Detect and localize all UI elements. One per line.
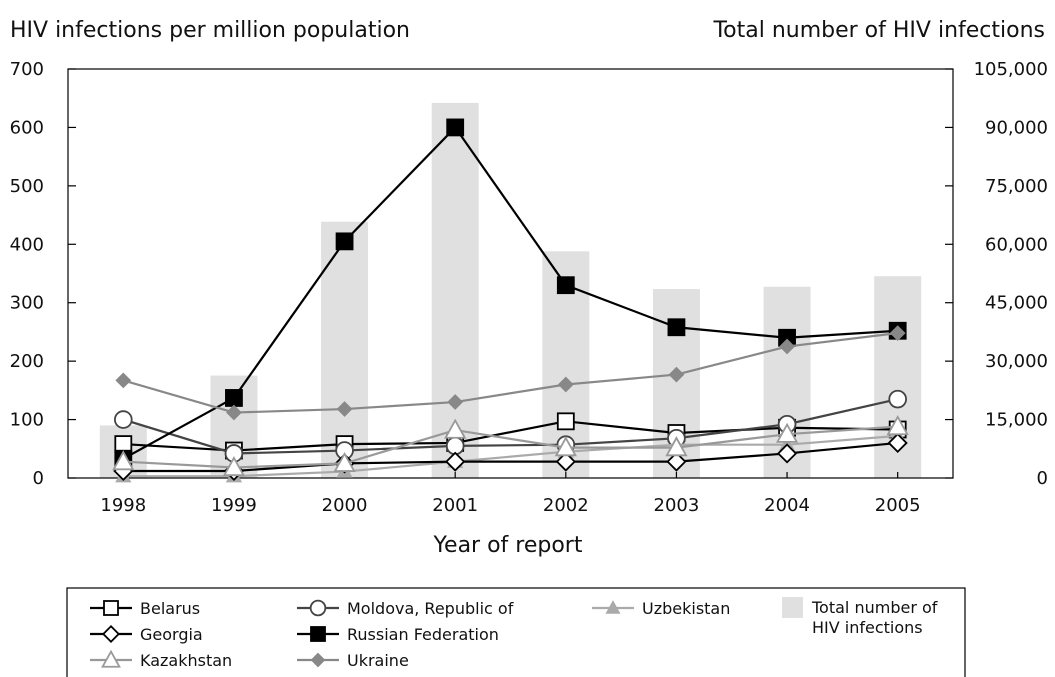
point-ukraine-1999 [226,404,242,421]
point-ukraine-2001 [447,394,464,410]
line-georgia [123,441,898,473]
right-tick-label: 30,000 [985,351,1048,372]
lines-layer [112,118,909,483]
point-russian-federation-1999 [225,389,243,407]
point-kazakhstan-2002 [554,436,577,457]
line-kazakhstan [123,425,898,469]
point-kazakhstan-2000 [333,451,356,472]
left-tick-label: 200 [10,351,44,372]
right-tick-label: 15,000 [985,410,1048,431]
left-tick-label: 400 [10,234,44,255]
right-tick-label: 90,000 [985,117,1048,138]
x-tick-label: 2001 [432,495,478,516]
point-russian-federation-2003 [667,318,686,337]
left-tick-label: 600 [10,117,44,138]
left-tick-label: 300 [10,293,44,314]
point-ukraine-2000 [336,401,353,417]
left-tick-label: 0 [33,468,44,489]
series-kazakhstan [112,415,909,477]
x-tick-label: 2004 [764,495,810,516]
right-axis-title: Total number of HIV infections [712,18,1045,43]
point-ukraine-2002 [557,376,574,393]
point-georgia-2005 [887,432,908,454]
legend-marker-russian-federation [310,626,326,642]
x-tick-label: 1998 [100,495,146,516]
x-tick-label: 2000 [322,495,368,516]
point-belarus-2002 [556,412,575,431]
series-moldova-republic-of [114,389,907,463]
point-ukraine-2004 [779,338,795,355]
legend-swatch-total [782,597,803,618]
legend-marker-georgia [102,625,120,643]
legend-label-total: Total number of [811,598,938,617]
line-moldova-republic-of [122,398,898,455]
line-belarus [123,420,898,452]
legend-marker-belarus [103,600,119,616]
x-tick-label: 2002 [543,495,589,516]
legend-marker-ukraine [310,652,326,668]
x-tick-label: 2003 [654,495,700,516]
x-tick-label: 1999 [211,495,257,516]
left-tick-label: 500 [10,176,44,197]
x-axis-title: Year of report [433,533,583,558]
point-kazakhstan-1999 [222,456,246,477]
left-tick-label: 100 [10,410,44,431]
axes-layer: 0 0 100 15,000 200 30,000 300 45,000 400 60,000 50… [10,59,1048,516]
point-kazakhstan-1998 [112,450,135,471]
legend-marker-uzbekistan [605,600,621,614]
series-ukraine [115,325,906,421]
right-tick-label: 60,000 [985,234,1048,255]
point-kazakhstan-2004 [775,422,799,443]
right-tick-label: 105,000 [974,59,1048,80]
point-moldova-republic-of-2005 [888,389,907,409]
series-georgia [113,432,908,482]
point-georgia-2002 [555,451,576,472]
point-russian-federation-2000 [335,232,354,251]
point-moldova-republic-of-1998 [114,410,133,429]
right-tick-label: 45,000 [985,293,1048,314]
point-belarus-1998 [114,435,133,454]
line-uzbekistan [123,434,898,478]
point-ukraine-2005 [889,325,906,341]
legend: Belarus Moldova, Republic of Uzbekistan Geo… [90,597,938,670]
point-ukraine-2003 [668,366,685,383]
legend-marker-moldova-republic-of [309,599,327,617]
point-kazakhstan-2001 [444,418,467,439]
legend-label-uzbekistan: Uzbekistan [642,599,730,618]
plot-frame [67,68,954,479]
x-tick-label: 2005 [875,495,921,516]
left-axis-title: HIV infections per million population [10,18,410,43]
line-russian-federation [122,125,898,460]
right-tick-label: 0 [1037,468,1048,489]
point-kazakhstan-2005 [886,415,909,436]
total-bar-2001 [431,102,479,478]
line-ukraine [123,332,898,414]
legend-label-total: HIV infections [812,618,923,637]
point-georgia-2004 [776,443,798,464]
point-georgia-2001 [445,451,466,472]
point-russian-federation-2002 [556,276,575,295]
legend-marker-kazakhstan [101,649,121,668]
point-kazakhstan-2003 [665,436,688,457]
legend-box [66,587,966,677]
point-georgia-2003 [666,451,687,472]
legend-label-moldova-republic-of: Moldova, Republic of [347,599,514,618]
point-ukraine-1998 [115,372,132,389]
right-tick-label: 75,000 [985,176,1048,197]
legend-label-russian-federation: Russian Federation [347,625,499,644]
legend-label-kazakhstan: Kazakhstan [140,651,232,670]
point-russian-federation-2001 [446,118,465,137]
legend-label-belarus: Belarus [140,599,200,618]
legend-label-georgia: Georgia [140,625,203,644]
legend-label-ukraine: Ukraine [347,651,409,670]
left-tick-label: 700 [10,59,44,80]
